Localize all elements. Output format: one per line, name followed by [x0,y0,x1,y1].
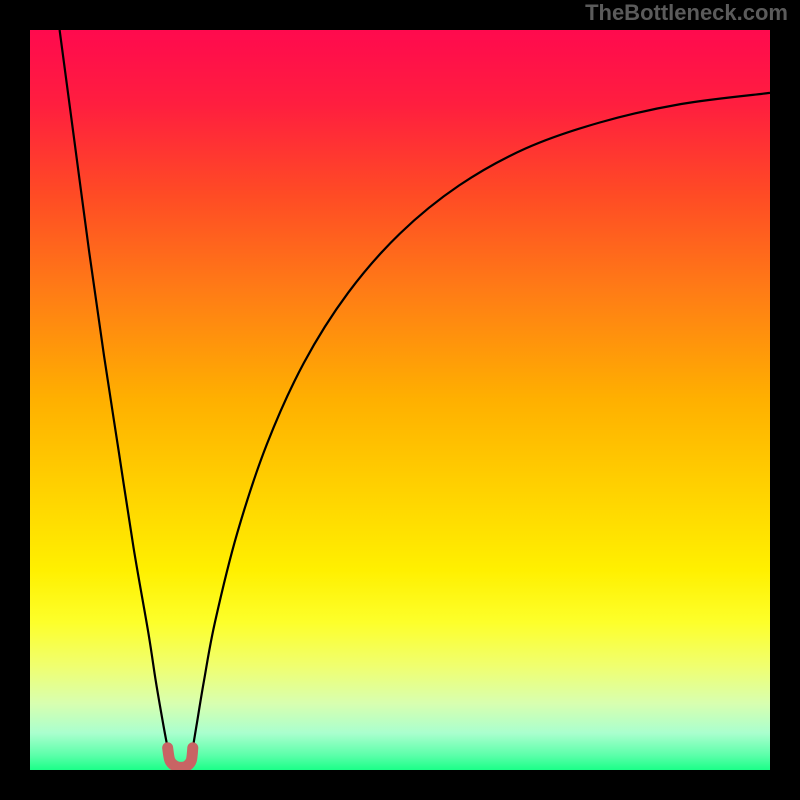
plot-area [30,30,770,770]
watermark-text: TheBottleneck.com [585,0,788,26]
bottleneck-chart [0,0,800,800]
chart-stage: TheBottleneck.com [0,0,800,800]
